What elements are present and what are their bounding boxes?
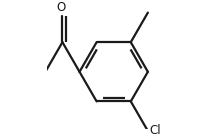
Text: O: O — [56, 1, 65, 14]
Text: Cl: Cl — [149, 124, 161, 137]
